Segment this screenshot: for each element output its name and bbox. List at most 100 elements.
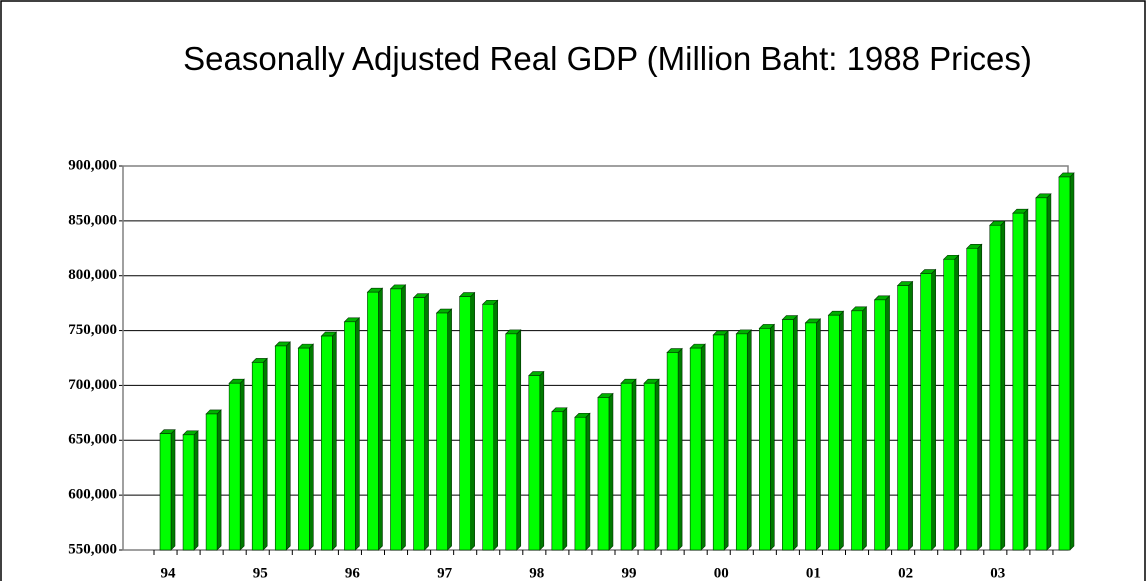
y-tick-label: 550,000 — [68, 541, 117, 557]
bar — [297, 347, 310, 551]
x-tick-label: 97 — [437, 565, 453, 581]
bar — [321, 335, 333, 551]
x-tick-label: 03 — [990, 565, 1005, 581]
x-tick-label: 01 — [806, 565, 821, 581]
bar-side — [885, 295, 890, 551]
bar-side — [470, 291, 475, 551]
bar — [1012, 212, 1025, 551]
bar — [1035, 197, 1048, 551]
bar — [597, 397, 610, 551]
bar-side — [862, 306, 867, 551]
bar — [874, 299, 886, 551]
bar — [228, 382, 241, 551]
y-tick-label: 750,000 — [68, 322, 117, 338]
bar — [251, 362, 264, 551]
bar — [528, 375, 541, 551]
bar — [505, 333, 518, 551]
bar — [851, 310, 863, 551]
bar-side — [355, 317, 360, 551]
bar — [182, 434, 195, 551]
bar — [159, 433, 172, 551]
bar — [989, 224, 1002, 551]
bar-side — [631, 378, 637, 551]
bar — [943, 258, 956, 551]
bar-side — [931, 268, 936, 551]
bar — [413, 297, 425, 551]
y-tick-label: 900,000 — [68, 157, 117, 173]
bar-side — [608, 392, 614, 551]
bar-side — [378, 287, 383, 551]
bar — [390, 288, 402, 551]
bar-side — [654, 378, 660, 551]
x-tick-label: 96 — [345, 565, 361, 581]
chart-title: Seasonally Adjusted Real GDP (Million Ba… — [183, 40, 1032, 77]
x-tick-label: 94 — [161, 565, 177, 581]
bar-side — [193, 430, 199, 551]
bar — [459, 296, 471, 551]
bar — [920, 273, 932, 551]
bar-side — [839, 310, 844, 551]
bar — [758, 328, 771, 551]
bar — [712, 334, 725, 551]
bar-side — [493, 299, 499, 551]
bar — [805, 322, 817, 551]
bar-side — [1000, 220, 1006, 551]
bar-side — [746, 329, 752, 551]
x-tick-label: 98 — [529, 565, 544, 581]
bar-side — [539, 370, 545, 551]
bar — [367, 291, 379, 551]
y-tick-label: 600,000 — [68, 487, 117, 503]
x-tick-label: 00 — [714, 565, 729, 581]
bar-side — [285, 341, 291, 551]
bar-side — [816, 318, 821, 551]
bar-side — [1046, 193, 1052, 551]
bar — [482, 303, 495, 551]
bar — [666, 352, 679, 551]
bar-side — [700, 343, 706, 551]
bar-side — [585, 412, 591, 551]
bar-side — [677, 347, 683, 551]
bar — [620, 382, 633, 551]
y-tick-label: 700,000 — [68, 377, 117, 393]
bar-side — [170, 428, 176, 551]
bar — [551, 411, 564, 551]
y-tick-label: 850,000 — [68, 212, 117, 228]
bar-side — [216, 409, 222, 551]
bar-side — [424, 292, 429, 551]
bar — [344, 321, 356, 551]
bar — [205, 413, 218, 551]
bar-side — [769, 323, 775, 551]
bar — [574, 416, 587, 551]
bar — [689, 347, 702, 551]
bar — [436, 312, 448, 551]
bar — [735, 333, 748, 551]
y-tick-label: 650,000 — [68, 432, 117, 448]
bar-side — [977, 243, 983, 551]
bar — [643, 382, 656, 551]
y-tick-label: 800,000 — [68, 267, 117, 283]
x-tick-label: 99 — [622, 565, 637, 581]
bar — [1058, 176, 1071, 551]
bar-side — [723, 330, 729, 551]
bar-side — [954, 254, 960, 551]
bar-side — [308, 343, 314, 551]
bar-side — [1023, 208, 1029, 551]
bar — [897, 285, 909, 551]
bar — [828, 314, 840, 551]
bar-side — [262, 357, 268, 551]
bar-side — [401, 284, 406, 551]
bar-side — [1069, 172, 1075, 551]
bar — [274, 345, 287, 551]
bar — [966, 247, 979, 551]
bar — [782, 319, 794, 551]
bar-side — [908, 280, 913, 551]
bar-side — [793, 314, 798, 551]
bar-side — [447, 308, 452, 551]
bar-side — [332, 331, 337, 551]
x-tick-label: 95 — [253, 565, 268, 581]
x-tick-label: 02 — [898, 565, 913, 581]
bar-side — [516, 329, 522, 551]
